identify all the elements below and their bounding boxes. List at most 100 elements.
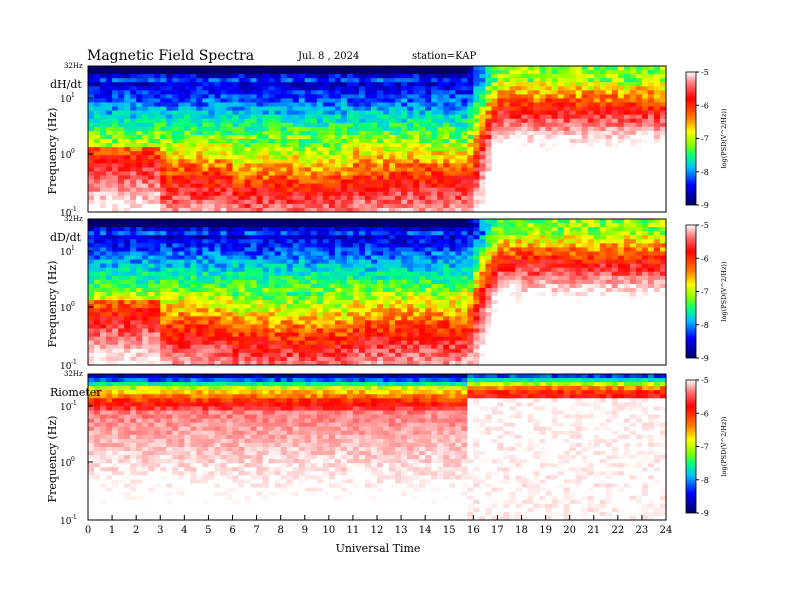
heatmap-cell xyxy=(581,110,589,116)
heatmap-cell xyxy=(413,114,420,120)
heatmap-cell xyxy=(310,275,318,281)
heatmap-cell xyxy=(533,82,540,87)
heatmap-cell xyxy=(100,98,107,103)
heatmap-cell xyxy=(244,118,251,124)
heatmap-cell xyxy=(160,183,167,189)
heatmap-cell xyxy=(431,98,438,103)
heatmap-cell xyxy=(383,155,390,160)
heatmap-cell xyxy=(533,171,540,176)
heatmap-cell xyxy=(383,183,390,189)
heatmap-cell xyxy=(148,263,155,269)
heatmap-cell xyxy=(322,86,330,91)
heatmap-cell xyxy=(605,191,613,197)
heatmap-cell xyxy=(599,159,607,164)
heatmap-cell xyxy=(106,130,113,136)
heatmap-cell xyxy=(358,279,366,285)
heatmap-cell xyxy=(575,155,583,160)
heatmap-cell xyxy=(659,223,667,228)
heatmap-cell xyxy=(449,279,456,285)
heatmap-cell xyxy=(479,94,486,99)
heatmap-cell xyxy=(298,78,306,83)
heatmap-cell xyxy=(142,70,149,75)
heatmap-cell xyxy=(166,195,173,201)
heatmap-cell xyxy=(575,175,583,180)
heatmap-cell xyxy=(364,199,372,205)
heatmap-cell xyxy=(298,227,306,232)
heatmap-cell xyxy=(364,263,372,269)
heatmap-cell xyxy=(413,102,420,107)
heatmap-cell xyxy=(455,155,462,160)
heatmap-cell xyxy=(160,90,167,95)
heatmap-cell xyxy=(551,126,559,132)
heatmap-cell xyxy=(220,247,227,252)
heatmap-cell xyxy=(208,219,215,224)
heatmap-cell xyxy=(286,151,294,156)
heatmap-cell xyxy=(328,70,336,75)
heatmap-cell xyxy=(238,82,245,87)
heatmap-cell xyxy=(244,279,251,285)
heatmap-cell xyxy=(298,70,306,75)
heatmap-cell xyxy=(659,251,667,256)
heatmap-cell xyxy=(443,171,450,176)
heatmap-cell xyxy=(346,207,354,213)
heatmap-cell xyxy=(328,227,336,232)
heatmap-cell xyxy=(389,271,396,277)
heatmap-cell xyxy=(298,98,306,103)
heatmap-cell xyxy=(569,122,577,128)
heatmap-cell xyxy=(220,110,227,116)
heatmap-cell xyxy=(232,159,239,164)
heatmap-cell xyxy=(461,175,468,180)
heatmap-cell xyxy=(629,235,637,240)
heatmap-cell xyxy=(413,275,420,281)
heatmap-cell xyxy=(563,275,571,281)
heatmap-cell xyxy=(280,203,288,209)
heatmap-cell xyxy=(533,267,540,273)
heatmap-cell xyxy=(280,227,288,232)
heatmap-cell xyxy=(575,207,583,213)
heatmap-cell xyxy=(611,74,619,79)
heatmap-cell xyxy=(587,90,595,95)
heatmap-cell xyxy=(208,195,215,201)
heatmap-cell xyxy=(551,203,559,209)
heatmap-cell xyxy=(154,98,161,103)
heatmap-cell xyxy=(491,263,498,269)
heatmap-cell xyxy=(142,187,149,193)
heatmap-cell xyxy=(256,74,263,79)
heatmap-cell xyxy=(425,110,432,116)
heatmap-cell xyxy=(383,139,390,144)
heatmap-cell xyxy=(364,94,372,99)
heatmap-cell xyxy=(238,159,245,164)
heatmap-cell xyxy=(136,247,143,252)
heatmap-cell xyxy=(389,219,396,224)
heatmap-cell xyxy=(136,207,143,213)
heatmap-cell xyxy=(527,179,534,185)
heatmap-cell xyxy=(262,151,270,156)
heatmap-cell xyxy=(172,191,179,197)
heatmap-cell xyxy=(232,78,239,83)
heatmap-cell xyxy=(256,114,263,120)
heatmap-cell xyxy=(635,203,643,209)
heatmap-cell xyxy=(461,267,468,273)
heatmap-cell xyxy=(401,223,408,228)
heatmap-cell xyxy=(130,239,137,244)
heatmap-cell xyxy=(401,94,408,99)
heatmap-cell xyxy=(431,151,438,156)
heatmap-cell xyxy=(461,106,468,112)
heatmap-cell xyxy=(100,251,107,256)
heatmap-cell xyxy=(407,191,414,197)
heatmap-cell xyxy=(617,155,625,160)
heatmap-cell xyxy=(190,251,197,256)
heatmap-cell xyxy=(635,275,643,281)
heatmap-cell xyxy=(581,102,589,107)
heatmap-cell xyxy=(419,110,426,116)
heatmap-cell xyxy=(190,159,197,164)
heatmap-cell xyxy=(148,223,155,228)
heatmap-cell xyxy=(208,275,215,281)
heatmap-cell xyxy=(142,203,149,209)
heatmap-cell xyxy=(503,239,510,244)
heatmap-cell xyxy=(142,74,149,79)
heatmap-cell xyxy=(533,263,540,269)
heatmap-cell xyxy=(557,267,565,273)
heatmap-cell xyxy=(280,171,288,176)
heatmap-cell xyxy=(286,118,294,124)
